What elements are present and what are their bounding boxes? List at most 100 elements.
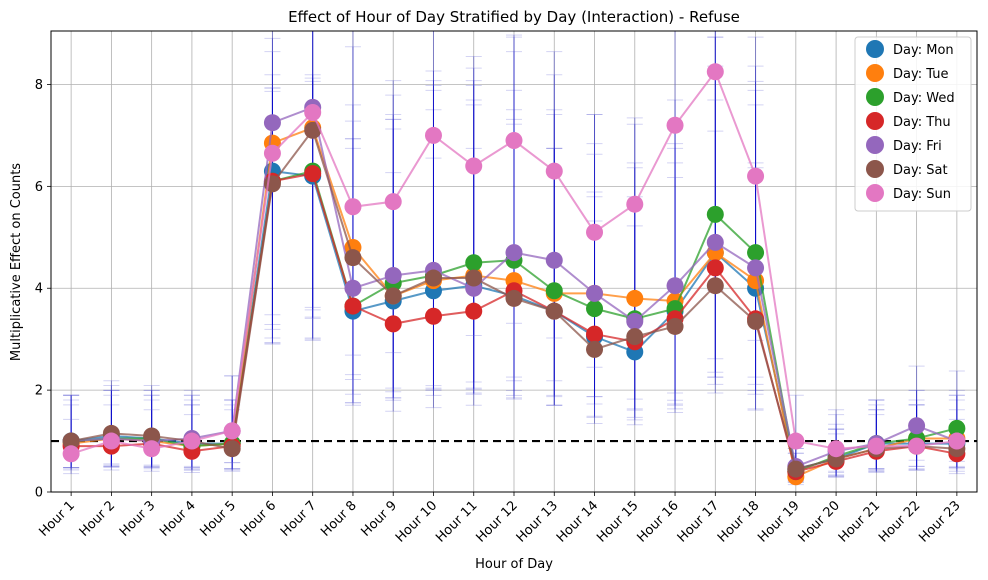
data-point: [505, 289, 523, 307]
data-point: [626, 195, 644, 213]
data-point: [545, 251, 563, 269]
data-point: [867, 437, 885, 455]
legend-label: Day: Tue: [893, 67, 948, 82]
data-point: [586, 325, 604, 343]
x-tick-label: Hour 12: [473, 498, 520, 545]
x-tick-label: Hour 13: [514, 498, 561, 545]
data-point: [908, 437, 926, 455]
data-point: [747, 312, 765, 330]
data-point: [344, 198, 362, 216]
x-tick-label: Hour 23: [916, 498, 963, 545]
data-point: [304, 165, 322, 183]
data-point: [344, 279, 362, 297]
data-point: [545, 282, 563, 300]
data-point: [586, 223, 604, 241]
x-tick-label: Hour 1: [36, 498, 78, 540]
data-point: [827, 440, 845, 458]
x-tick-label: Hour 15: [594, 498, 641, 545]
x-tick-label: Hour 17: [675, 498, 722, 545]
legend-marker: [866, 160, 884, 178]
legend-marker: [866, 40, 884, 58]
data-point: [223, 422, 241, 440]
legend: Day: Mon Day: Tue Day: Wed Day: Thu Day: Fri…: [854, 36, 972, 212]
data-point: [505, 244, 523, 262]
data-point: [908, 417, 926, 435]
legend-label: Day: Sun: [893, 187, 951, 202]
data-point: [424, 269, 442, 287]
data-point: [424, 126, 442, 144]
data-point: [948, 419, 966, 437]
x-axis-label: Hour of Day: [475, 557, 553, 572]
data-point: [102, 432, 120, 450]
y-axis-label: Multiplicative Effect on Counts: [9, 163, 24, 361]
data-point: [666, 317, 684, 335]
data-point: [666, 277, 684, 295]
data-point: [706, 259, 724, 277]
data-point: [545, 162, 563, 180]
data-point: [263, 114, 281, 132]
data-point: [304, 104, 322, 122]
y-tick-label: 2: [35, 384, 43, 399]
data-point: [62, 445, 80, 463]
data-point: [384, 287, 402, 305]
data-point: [706, 63, 724, 81]
x-tick-label: Hour 6: [238, 498, 280, 540]
data-point: [666, 116, 684, 134]
data-point: [344, 249, 362, 267]
x-tick-label: Hour 20: [796, 498, 843, 545]
data-point: [384, 267, 402, 285]
data-point: [465, 269, 483, 287]
data-point: [505, 132, 523, 150]
data-point: [706, 277, 724, 295]
data-point: [465, 254, 483, 272]
data-point: [948, 432, 966, 450]
data-point: [747, 167, 765, 185]
x-tick-label: Hour 11: [433, 498, 480, 545]
data-point: [626, 328, 644, 346]
x-tick-label: Hour 18: [715, 498, 762, 545]
x-tick-label: Hour 16: [634, 498, 681, 545]
data-point: [304, 121, 322, 139]
data-point: [465, 302, 483, 320]
data-point: [747, 244, 765, 262]
data-point: [787, 460, 805, 478]
data-point: [747, 259, 765, 277]
x-tick-label: Hour 4: [157, 498, 199, 540]
data-point: [465, 157, 483, 175]
data-point: [183, 432, 201, 450]
x-tick-label: Hour 7: [278, 498, 320, 540]
x-tick-label: Hour 14: [554, 498, 601, 545]
x-tick-label: Hour 19: [755, 498, 802, 545]
data-point: [706, 205, 724, 223]
x-tick-label: Hour 3: [117, 498, 159, 540]
x-tick-label: Hour 5: [197, 498, 239, 540]
data-point: [586, 284, 604, 302]
data-point: [545, 302, 563, 320]
data-point: [223, 440, 241, 458]
x-tick-label: Hour 21: [836, 498, 883, 545]
y-tick-label: 6: [35, 180, 43, 195]
x-tick-label: Hour 8: [318, 498, 360, 540]
chart-title: Effect of Hour of Day Stratified by Day …: [288, 8, 740, 26]
data-point: [626, 289, 644, 307]
data-point: [143, 440, 161, 458]
data-point: [263, 144, 281, 162]
data-point: [344, 297, 362, 315]
legend-label: Day: Thu: [893, 115, 951, 130]
legend-label: Day: Mon: [893, 43, 954, 58]
data-point: [626, 312, 644, 330]
legend-marker: [866, 64, 884, 82]
legend-marker: [866, 136, 884, 154]
data-point: [706, 233, 724, 251]
data-point: [143, 427, 161, 445]
legend-marker: [866, 184, 884, 202]
data-point: [586, 340, 604, 358]
x-tick-label: Hour 10: [393, 498, 440, 545]
series-layer: [62, 63, 966, 486]
legend-label: Day: Fri: [893, 139, 942, 154]
data-point: [62, 432, 80, 450]
data-point: [384, 193, 402, 211]
y-tick-label: 0: [35, 486, 43, 501]
